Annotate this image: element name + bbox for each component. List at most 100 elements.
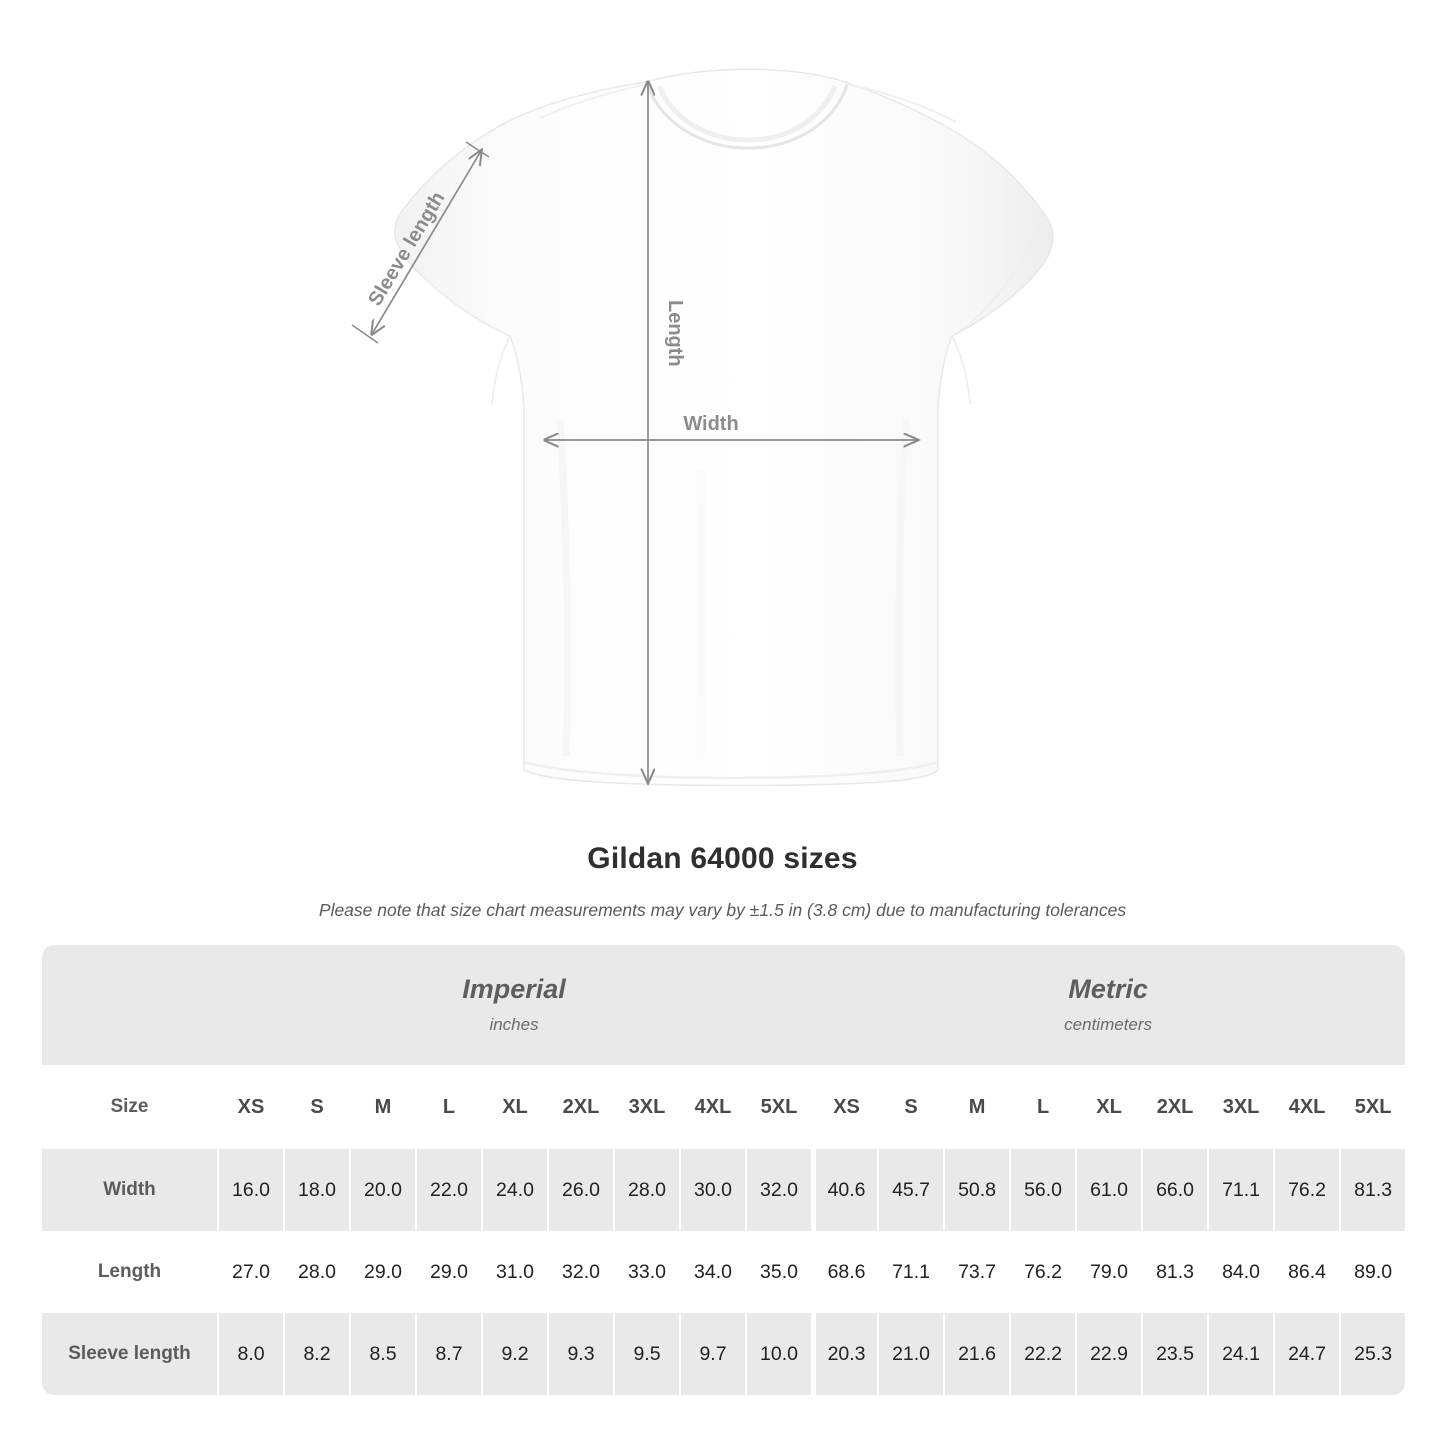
size-header-imperial-4xl: 4XL (679, 1065, 745, 1149)
size-header-metric-xl: XL (1075, 1065, 1142, 1149)
cell-length-metric-m: 73.7 (943, 1231, 1010, 1313)
size-header-imperial-2xl: 2XL (547, 1065, 613, 1149)
cell-width-metric-l: 56.0 (1009, 1149, 1076, 1231)
size-header-imperial-l: L (415, 1065, 481, 1149)
page-title: Gildan 64000 sizes (587, 842, 858, 875)
cell-width-imperial-4xl: 30.0 (679, 1149, 745, 1231)
cell-sleeve-metric-l: 22.2 (1009, 1313, 1076, 1395)
cell-length-imperial-2xl: 32.0 (547, 1231, 613, 1313)
cell-sleeve-metric-xl: 22.9 (1075, 1313, 1142, 1395)
unit-metric: Metric centimeters (811, 945, 1406, 1065)
size-header-metric-xs: XS (811, 1065, 878, 1149)
row-label-length: Length (42, 1231, 217, 1313)
cell-width-imperial-5xl: 32.0 (745, 1149, 812, 1231)
row-label-width: Width (42, 1149, 217, 1231)
width-label: Width (683, 413, 738, 435)
cell-sleeve-imperial-2xl: 9.3 (547, 1313, 613, 1395)
cell-width-imperial-3xl: 28.0 (613, 1149, 679, 1231)
cell-sleeve-metric-m: 21.6 (943, 1313, 1010, 1395)
cell-length-imperial-xl: 31.0 (481, 1231, 547, 1313)
tshirt-diagram: Length Width Sleeve length (351, 68, 1054, 787)
unit-imperial-name: Imperial (462, 974, 566, 1004)
cell-width-metric-2xl: 66.0 (1141, 1149, 1208, 1231)
cell-sleeve-imperial-4xl: 9.7 (679, 1313, 745, 1395)
cell-length-metric-l: 76.2 (1009, 1231, 1076, 1313)
cell-length-imperial-5xl: 35.0 (745, 1231, 812, 1313)
cell-width-metric-4xl: 76.2 (1273, 1149, 1340, 1231)
size-header-imperial-m: M (349, 1065, 415, 1149)
cell-width-imperial-xs: 16.0 (217, 1149, 283, 1231)
cell-sleeve-imperial-l: 8.7 (415, 1313, 481, 1395)
cell-length-metric-xl: 79.0 (1075, 1231, 1142, 1313)
cell-width-imperial-s: 18.0 (283, 1149, 349, 1231)
cell-sleeve-metric-3xl: 24.1 (1207, 1313, 1274, 1395)
unit-banner-spacer (42, 945, 217, 1065)
chart-heading-block: Gildan 64000 sizes Please note that size… (0, 840, 1445, 922)
table-row-sleeve-length: Sleeve length 8.0 8.2 8.5 8.7 9.2 9.3 9.… (42, 1313, 1406, 1395)
size-header-imperial-3xl: 3XL (613, 1065, 679, 1149)
size-header-imperial-xl: XL (481, 1065, 547, 1149)
size-header-imperial-5xl: 5XL (745, 1065, 812, 1149)
cell-sleeve-imperial-s: 8.2 (283, 1313, 349, 1395)
size-header-metric-3xl: 3XL (1207, 1065, 1274, 1149)
cell-width-imperial-xl: 24.0 (481, 1149, 547, 1231)
cell-sleeve-metric-4xl: 24.7 (1273, 1313, 1340, 1395)
cell-sleeve-metric-xs: 20.3 (811, 1313, 878, 1395)
cell-sleeve-imperial-m: 8.5 (349, 1313, 415, 1395)
cell-length-imperial-l: 29.0 (415, 1231, 481, 1313)
table-row-length: Length 27.0 28.0 29.0 29.0 31.0 32.0 33.… (42, 1231, 1406, 1313)
cell-sleeve-imperial-5xl: 10.0 (745, 1313, 812, 1395)
cell-length-imperial-3xl: 33.0 (613, 1231, 679, 1313)
cell-width-metric-m: 50.8 (943, 1149, 1010, 1231)
cell-length-metric-s: 71.1 (877, 1231, 944, 1313)
cell-sleeve-imperial-xl: 9.2 (481, 1313, 547, 1395)
cell-width-imperial-m: 20.0 (349, 1149, 415, 1231)
cell-sleeve-imperial-xs: 8.0 (217, 1313, 283, 1395)
cell-sleeve-imperial-3xl: 9.5 (613, 1313, 679, 1395)
length-label: Length (664, 300, 686, 367)
size-header-metric-5xl: 5XL (1339, 1065, 1406, 1149)
length-dimension: Length (648, 82, 686, 782)
width-dimension: Width (545, 413, 917, 440)
cell-width-imperial-l: 22.0 (415, 1149, 481, 1231)
cell-length-metric-5xl: 89.0 (1339, 1231, 1406, 1313)
cell-sleeve-metric-s: 21.0 (877, 1313, 944, 1395)
cell-length-imperial-xs: 27.0 (217, 1231, 283, 1313)
size-header-metric-4xl: 4XL (1273, 1065, 1340, 1149)
cell-length-metric-3xl: 84.0 (1207, 1231, 1274, 1313)
unit-banner-row: Imperial inches Metric centimeters (42, 945, 1406, 1065)
cell-width-metric-xs: 40.6 (811, 1149, 878, 1231)
cell-width-imperial-2xl: 26.0 (547, 1149, 613, 1231)
cell-length-metric-4xl: 86.4 (1273, 1231, 1340, 1313)
cell-length-metric-2xl: 81.3 (1141, 1231, 1208, 1313)
cell-length-imperial-m: 29.0 (349, 1231, 415, 1313)
size-header-metric-l: L (1009, 1065, 1076, 1149)
tshirt-silhouette (394, 68, 1054, 787)
cell-width-metric-s: 45.7 (877, 1149, 944, 1231)
unit-imperial-sub: inches (489, 1015, 539, 1034)
size-header-metric-s: S (877, 1065, 944, 1149)
cell-width-metric-5xl: 81.3 (1339, 1149, 1406, 1231)
cell-length-imperial-4xl: 34.0 (679, 1231, 745, 1313)
tolerance-note: Please note that size chart measurements… (318, 900, 1127, 920)
size-header-imperial-s: S (283, 1065, 349, 1149)
unit-imperial: Imperial inches (217, 945, 812, 1065)
cell-width-metric-3xl: 71.1 (1207, 1149, 1274, 1231)
size-table: Imperial inches Metric centimeters Size … (42, 945, 1406, 1395)
row-label-size: Size (42, 1065, 217, 1149)
unit-metric-name: Metric (1068, 974, 1148, 1004)
cell-sleeve-metric-2xl: 23.5 (1141, 1313, 1208, 1395)
cell-length-metric-xs: 68.6 (811, 1231, 878, 1313)
unit-metric-sub: centimeters (1064, 1015, 1153, 1034)
row-label-sleeve-length: Sleeve length (42, 1313, 217, 1395)
cell-width-metric-xl: 61.0 (1075, 1149, 1142, 1231)
cell-sleeve-metric-5xl: 25.3 (1339, 1313, 1406, 1395)
size-header-metric-2xl: 2XL (1141, 1065, 1208, 1149)
size-header-metric-m: M (943, 1065, 1010, 1149)
cell-length-imperial-s: 28.0 (283, 1231, 349, 1313)
table-row-width: Width 16.0 18.0 20.0 22.0 24.0 26.0 28.0… (42, 1149, 1406, 1231)
size-table-wrapper: Imperial inches Metric centimeters Size … (42, 945, 1406, 1395)
size-header-imperial-xs: XS (217, 1065, 283, 1149)
size-header-row: Size XS S M L XL 2XL 3XL 4XL 5XL XS S M … (42, 1065, 1406, 1149)
